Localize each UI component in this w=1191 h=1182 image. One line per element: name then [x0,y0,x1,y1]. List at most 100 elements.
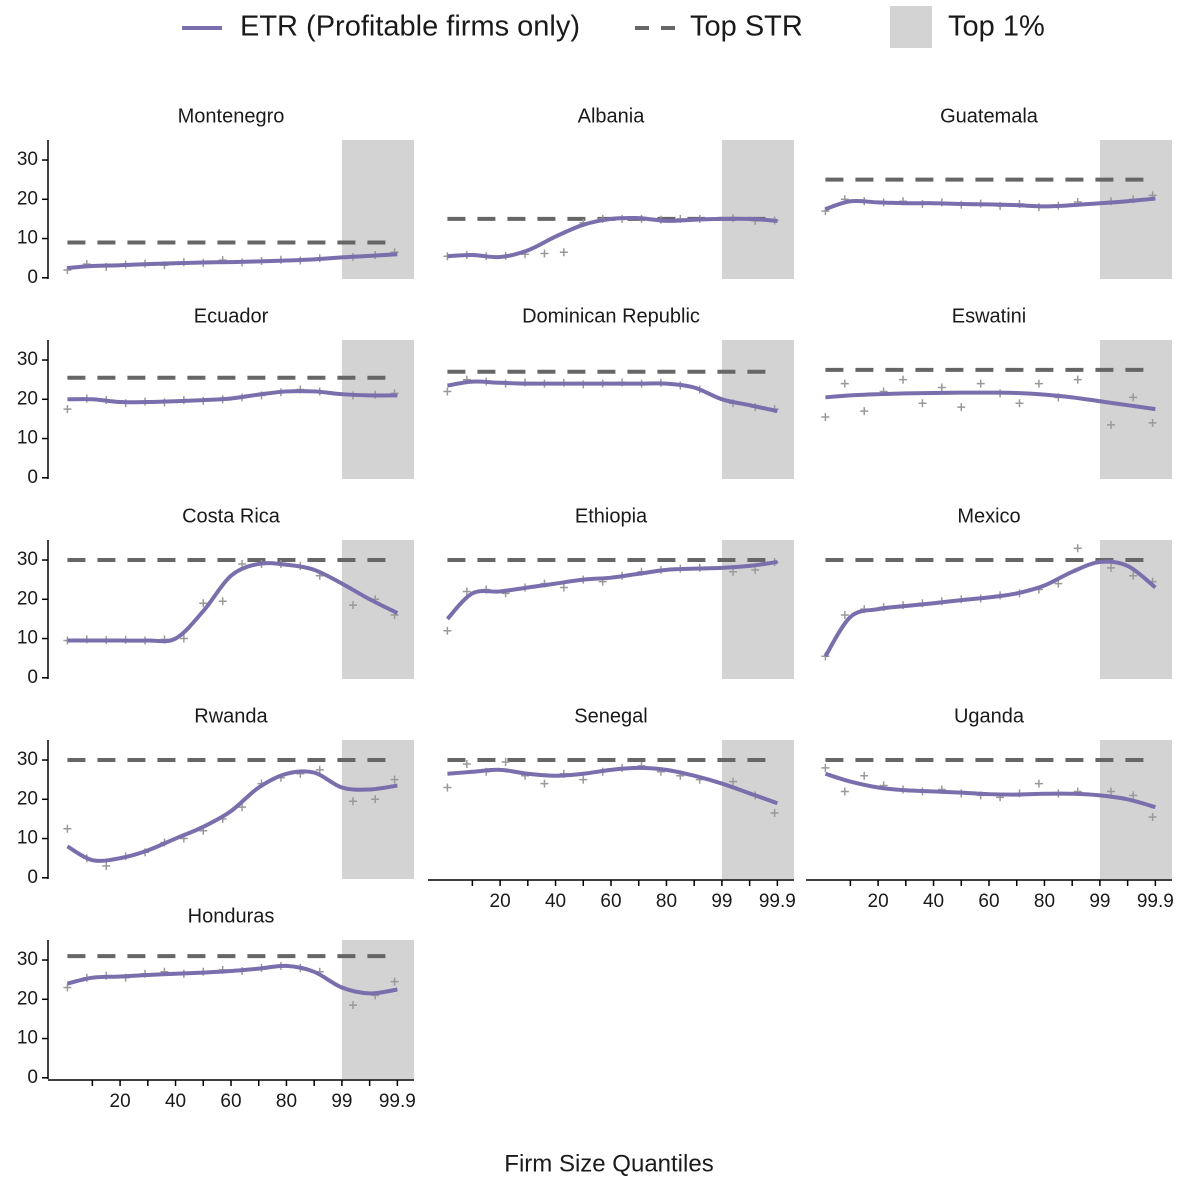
etr-point [1073,544,1082,553]
etr-point [390,977,399,986]
etr-point [63,983,72,992]
etr-point [1107,563,1115,572]
etr-point [1129,393,1138,402]
etr-point [443,626,452,635]
y-tick-label: 10 [17,628,38,649]
x-tick-label: 99.9 [759,891,796,912]
y-tick-label: 0 [27,467,38,488]
x-tick-label: 60 [220,1091,241,1112]
y-tick-label: 10 [17,228,38,249]
top-shade [341,940,414,1079]
panel-title: Honduras [188,905,275,927]
x-tick-label: 40 [165,1091,186,1112]
etr-point [840,787,849,796]
x-axis-title: Firm Size Quantiles [504,1150,713,1177]
etr-line [825,390,1156,412]
y-tick-label: 0 [27,667,38,688]
x-tick-label: 20 [110,1091,131,1112]
top-shade [721,340,794,479]
x-tick-label: 60 [600,891,621,912]
top-shade [1099,740,1172,879]
etr-point [179,634,188,643]
etr-point [349,601,357,610]
x-tick-label: 99.9 [1137,891,1174,912]
etr-point [729,777,737,786]
panel-title: Ethiopia [575,505,648,527]
etr-point [349,797,357,806]
x-tick-label: 40 [923,891,944,912]
etr-point [860,771,869,780]
etr-line [824,196,1156,212]
etr-point [918,399,927,408]
etr-point [390,775,399,784]
etr-point [770,809,779,818]
etr-point [349,1001,357,1010]
x-tick-label: 20 [490,891,511,912]
x-tick-label: 40 [545,891,566,912]
etr-point [821,412,830,421]
top-shade [341,740,414,879]
etr-point [462,759,471,768]
etr-point [540,779,549,788]
panel-title: Rwanda [194,705,268,727]
legend-shade-swatch [890,6,932,48]
etr-line [67,561,399,644]
y-tick-label: 0 [27,867,38,888]
panel-title: Dominican Republic [522,305,700,327]
etr-point [238,803,247,812]
y-tick-label: 0 [27,1067,38,1088]
etr-line [66,769,398,863]
x-tick-label: 99 [331,1091,352,1112]
y-tick-label: 30 [17,749,38,770]
panel-title: Ecuador [194,305,269,327]
etr-point [559,583,568,592]
x-tick-label: 80 [656,891,677,912]
etr-line [445,560,778,621]
y-tick-label: 20 [17,788,38,809]
etr-point [1034,379,1043,388]
etr-line [447,215,778,260]
etr-point [821,763,830,772]
legend-label: ETR (Profitable firms only) [240,11,580,43]
x-tick-label: 99 [711,891,732,912]
etr-point [199,599,208,608]
panel-title: Uganda [954,705,1025,727]
panel-title: Senegal [574,705,647,727]
etr-point [63,824,72,833]
top-shade [1099,340,1172,479]
x-tick-label: 80 [276,1091,297,1112]
y-tick-label: 30 [17,949,38,970]
panel-title: Mexico [957,505,1020,527]
top-shade [341,340,414,479]
y-tick-label: 30 [17,149,38,170]
x-tick-label: 20 [868,891,889,912]
etr-line [66,963,398,996]
etr-point [579,775,588,784]
etr-point [1148,812,1157,821]
y-tick-label: 20 [17,388,38,409]
etr-line [823,559,1157,658]
panel-title: Costa Rica [182,505,281,527]
etr-point [860,407,869,416]
etr-point [1107,420,1115,429]
y-tick-label: 30 [17,549,38,570]
etr-point [371,795,380,804]
etr-point [1034,779,1043,788]
y-tick-label: 0 [27,267,38,288]
etr-point [840,610,849,619]
legend-label: Top 1% [948,11,1045,43]
etr-point [218,597,227,606]
top-shade [341,540,414,679]
etr-point [957,403,966,412]
x-tick-label: 60 [978,891,999,912]
x-tick-label: 80 [1034,891,1055,912]
y-tick-label: 10 [17,1028,38,1049]
etr-point [840,379,849,388]
top-shade [1099,140,1172,279]
etr-point [1148,418,1157,427]
etr-line [447,765,779,806]
panel-title: Montenegro [178,105,285,127]
panel-title: Albania [578,105,646,127]
y-tick-label: 30 [17,349,38,370]
etr-point [559,248,568,257]
